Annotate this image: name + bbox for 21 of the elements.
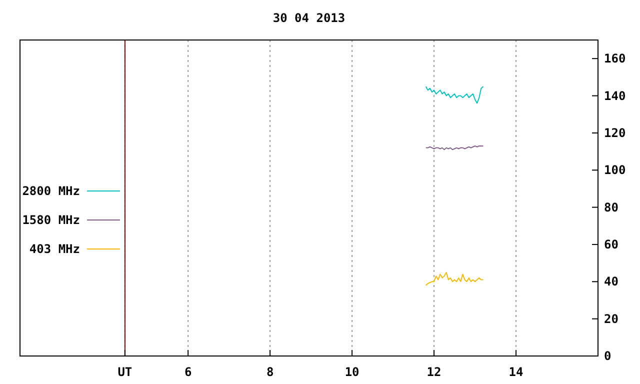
- x-tick-label: 12: [426, 365, 442, 379]
- y-tick-label: 40: [604, 274, 618, 289]
- y-tick-label: 100: [604, 163, 626, 178]
- x-tick-label: 6: [184, 365, 192, 379]
- y-tick-label: 120: [604, 126, 626, 140]
- x-tick-label: 10: [344, 365, 360, 379]
- y-tick-label: 140: [604, 88, 626, 103]
- y-tick-label: 0: [604, 349, 612, 363]
- y-tick-label: 160: [604, 52, 626, 66]
- legend-label: 403 MHz: [29, 242, 80, 256]
- legend-label: 2800 MHz: [22, 184, 80, 198]
- legend-label: 1580 MHz: [22, 213, 80, 227]
- x-tick-label: 14: [508, 365, 524, 379]
- x-tick-label: UT: [118, 365, 132, 379]
- line-series: [425, 272, 484, 286]
- y-tick-label: 80: [604, 200, 618, 214]
- chart-title: 30 04 2013: [272, 11, 346, 25]
- x-tick-label: 8: [266, 365, 274, 379]
- line-series: [425, 86, 484, 104]
- y-tick-label: 60: [604, 237, 618, 252]
- y-tick-label: 20: [604, 312, 618, 326]
